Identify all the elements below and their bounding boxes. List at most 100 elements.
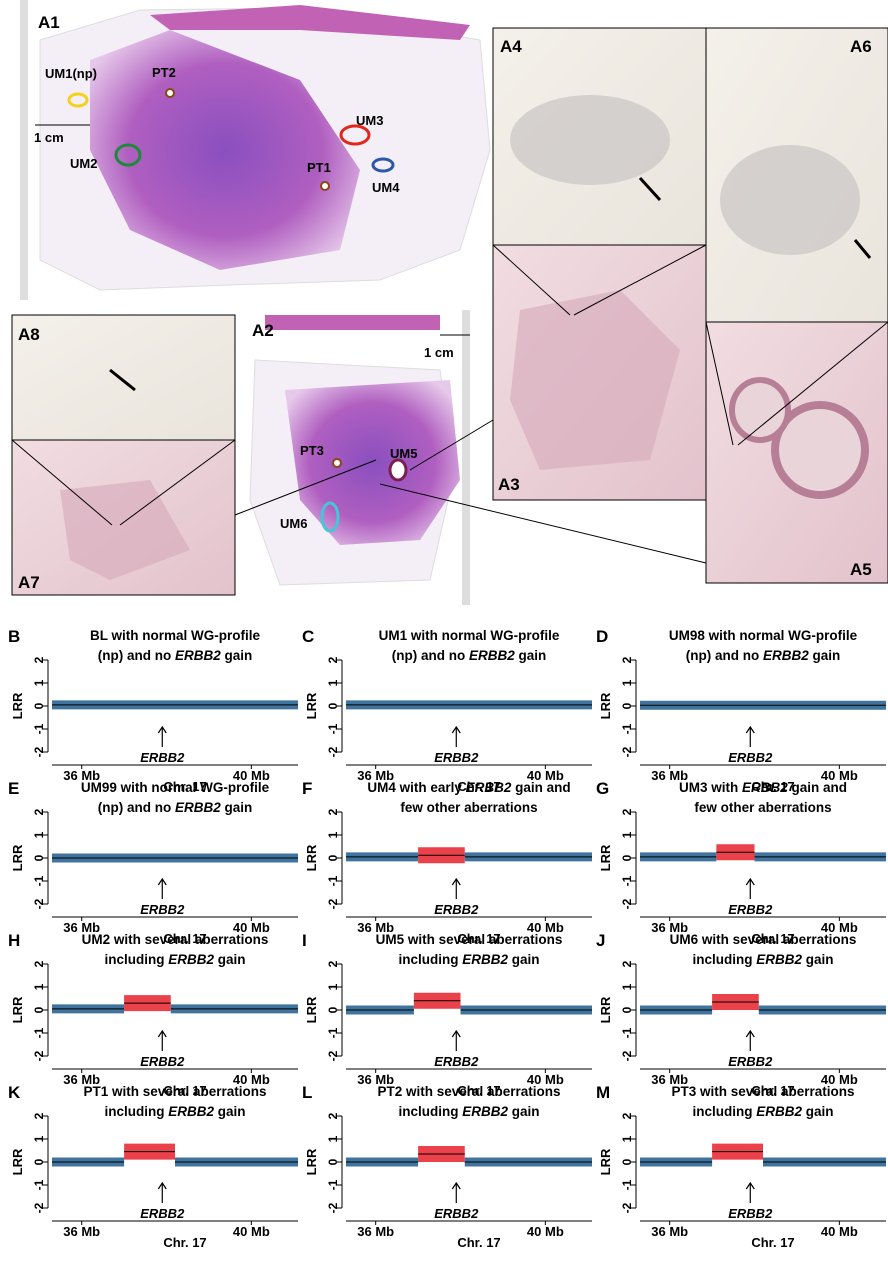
y-tick-label: 2 — [32, 960, 46, 967]
title-part: few other aberrations — [400, 800, 537, 815]
y-axis-label: LRR — [304, 996, 319, 1023]
y-tick-label: -1 — [326, 723, 340, 734]
y-tick-label: 2 — [32, 808, 46, 815]
annotation: ERBB2 — [140, 1054, 185, 1069]
y-tick-label: 2 — [326, 656, 340, 663]
x-tick-label: 36 Mb — [63, 1072, 100, 1087]
x-tick-label: 40 Mb — [821, 768, 858, 783]
region-label: UM2 — [70, 156, 97, 171]
title-part: including — [104, 1104, 168, 1119]
um4-outline — [371, 157, 395, 173]
y-tick-label: 2 — [620, 656, 634, 663]
y-tick-label: -1 — [32, 723, 46, 734]
annotation: ERBB2 — [728, 902, 773, 917]
title-part: ERBB2 — [462, 952, 508, 967]
region-label: UM4 — [372, 180, 400, 195]
chart-title: (np) and no ERBB2 gain — [98, 648, 253, 663]
title-part: UM2 with several aberrations — [82, 932, 269, 947]
title-part: gain — [508, 952, 540, 967]
y-tick-label: -2 — [326, 746, 340, 757]
title-part: ERBB2 — [742, 780, 788, 795]
x-axis-label: Chr. 17 — [163, 779, 206, 794]
x-axis-label: Chr. 17 — [163, 1235, 206, 1250]
panel-label: C — [302, 627, 314, 646]
chart-title: UM99 with normal WG-profile — [81, 780, 270, 795]
histology-a1 — [20, 0, 491, 300]
chart-title: including ERBB2 gain — [398, 1104, 539, 1119]
um3-outline — [339, 124, 371, 146]
x-tick-label: 40 Mb — [527, 920, 564, 935]
y-tick-label: 0 — [620, 1006, 634, 1013]
annotation: ERBB2 — [434, 750, 479, 765]
y-tick-label: 2 — [620, 1112, 634, 1119]
title-part: including — [398, 952, 462, 967]
annotation: ERBB2 — [140, 902, 185, 917]
annotation-arrowhead — [157, 1181, 167, 1190]
y-tick-label: 0 — [620, 854, 634, 861]
y-tick-label: 1 — [326, 1135, 340, 1142]
x-tick-label: 40 Mb — [821, 1072, 858, 1087]
ruler — [462, 310, 470, 605]
y-tick-label: -1 — [32, 1179, 46, 1190]
y-tick-label: 0 — [326, 854, 340, 861]
cells — [720, 145, 860, 255]
scale-label: 1 cm — [34, 130, 64, 145]
chart-title: UM1 with normal WG-profile — [379, 628, 560, 643]
title-part: gain — [508, 1104, 540, 1119]
region-label: UM1(np) — [45, 66, 97, 81]
panel-label: A5 — [850, 560, 872, 579]
title-part: ERBB2 — [168, 952, 214, 967]
tumor — [90, 30, 360, 270]
panel-label: A1 — [38, 13, 60, 32]
annotation: ERBB2 — [728, 750, 773, 765]
y-tick-label: -2 — [620, 746, 634, 757]
chart-title: including ERBB2 gain — [104, 952, 245, 967]
annotation: ERBB2 — [140, 1206, 185, 1221]
y-tick-label: 0 — [32, 1158, 46, 1165]
annotation: ERBB2 — [140, 750, 185, 765]
x-tick-label: 36 Mb — [651, 1224, 688, 1239]
y-axis-label: LRR — [10, 844, 25, 871]
x-tick-label: 36 Mb — [63, 920, 100, 935]
y-tick-label: -2 — [326, 1050, 340, 1061]
histology-a2 — [249, 310, 470, 605]
panel-label: I — [302, 931, 307, 950]
y-tick-label: -2 — [32, 746, 46, 757]
panel-label: E — [8, 779, 19, 798]
y-axis-label: LRR — [598, 844, 613, 871]
y-tick-label: -2 — [620, 1050, 634, 1061]
title-part: UM99 with normal WG-profile — [81, 780, 270, 795]
x-axis-label: Chr. 17 — [751, 931, 794, 946]
y-tick-label: 2 — [326, 808, 340, 815]
y-tick-label: 2 — [326, 1112, 340, 1119]
y-tick-label: 0 — [620, 1158, 634, 1165]
y-tick-label: -1 — [326, 1179, 340, 1190]
panel-label: M — [596, 1083, 610, 1102]
y-tick-label: 0 — [326, 1158, 340, 1165]
annotation-arrowhead — [745, 877, 755, 886]
pt2-dot — [165, 88, 175, 98]
chart-title: (np) and no ERBB2 gain — [392, 648, 547, 663]
region-label: PT1 — [307, 160, 331, 175]
annotation-arrowhead — [745, 1029, 755, 1038]
title-part: including — [692, 952, 756, 967]
region-label: UM6 — [280, 516, 307, 531]
x-axis-label: Chr. 17 — [163, 931, 206, 946]
title-part: gain — [809, 648, 841, 663]
pt1-dot — [320, 181, 330, 191]
title-part: ERBB2 — [756, 952, 802, 967]
title-part: gain — [214, 1104, 246, 1119]
chart-title: PT1 with several aberrations — [83, 1084, 266, 1099]
title-part: ERBB2 — [466, 780, 512, 795]
x-axis-label: Chr. 17 — [751, 1235, 794, 1250]
duct — [771, 401, 869, 499]
scale-label: 1 cm — [424, 345, 454, 360]
title-part: (np) and no — [98, 800, 175, 815]
y-tick-label: 1 — [32, 983, 46, 990]
x-tick-label: 36 Mb — [357, 768, 394, 783]
title-part: BL with normal WG-profile — [90, 628, 260, 643]
annotation-arrowhead — [157, 1029, 167, 1038]
chart-title: (np) and no ERBB2 gain — [686, 648, 841, 663]
title-part: UM4 with early — [367, 780, 465, 795]
y-tick-label: -1 — [620, 875, 634, 886]
